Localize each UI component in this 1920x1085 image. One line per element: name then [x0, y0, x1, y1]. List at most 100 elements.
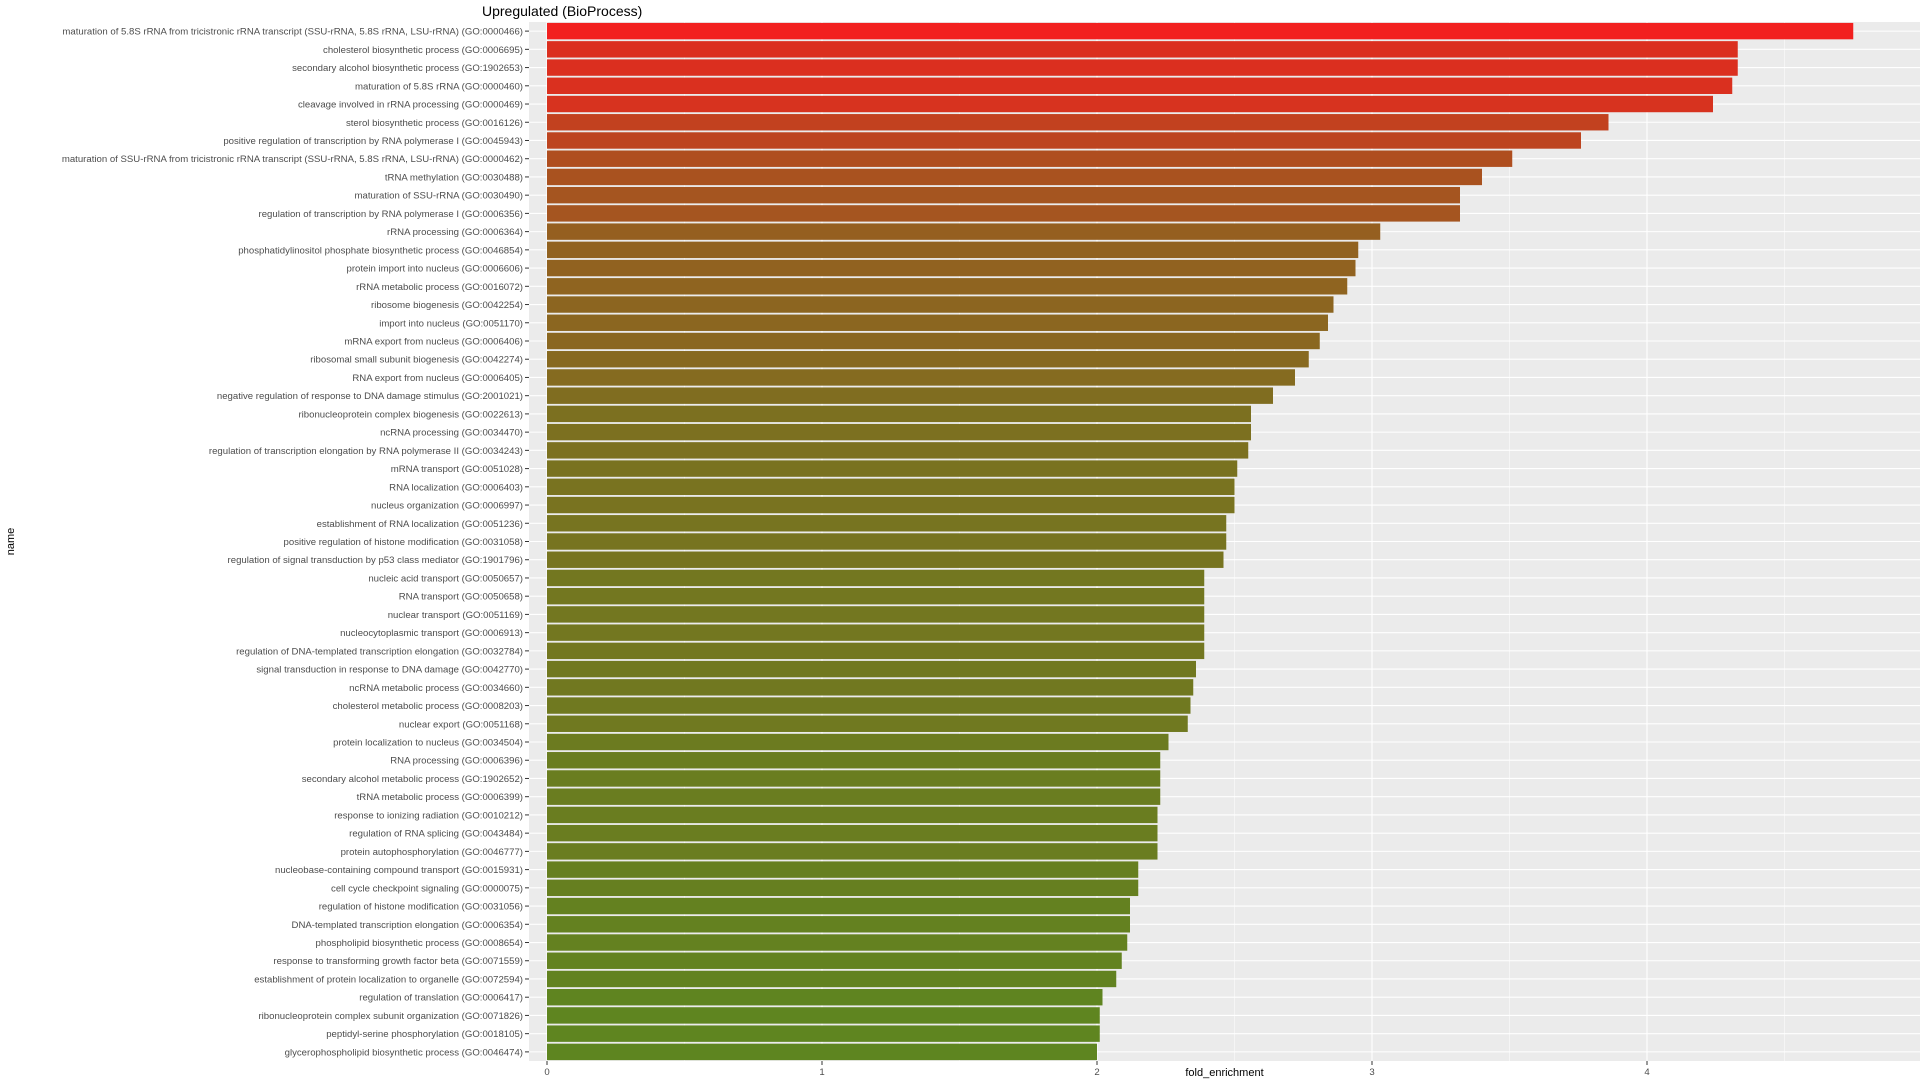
category-label: nuclear transport (GO:0051169)	[388, 610, 523, 621]
bar	[547, 95, 1713, 113]
category-label: phospholipid biosynthetic process (GO:00…	[316, 938, 523, 949]
category-label: regulation of RNA splicing (GO:0043484)	[349, 829, 523, 840]
bar	[547, 569, 1205, 587]
category-label: mRNA transport (GO:0051028)	[391, 464, 523, 475]
x-tick-label: 1	[819, 1067, 824, 1078]
bar	[547, 624, 1205, 641]
x-tick-label: 0	[544, 1067, 549, 1078]
category-label: nucleic acid transport (GO:0050657)	[368, 573, 523, 584]
category-label: ribosome biogenesis (GO:0042254)	[371, 300, 523, 311]
bar	[547, 460, 1238, 477]
bar	[547, 405, 1251, 423]
bar	[547, 551, 1224, 568]
x-tick-label: 3	[1369, 1067, 1374, 1078]
category-label: mRNA export from nucleus (GO:0006406)	[344, 336, 523, 347]
bar	[547, 369, 1295, 386]
bar	[547, 223, 1381, 240]
bar	[547, 114, 1609, 131]
category-label: import into nucleus (GO:0051170)	[379, 318, 523, 329]
category-label: peptidyl-serine phosphorylation (GO:0018…	[326, 1029, 523, 1040]
bar	[547, 642, 1205, 660]
category-label: protein localization to nucleus (GO:0034…	[333, 738, 523, 749]
y-axis-title: name	[5, 528, 17, 556]
bar	[547, 387, 1273, 404]
category-label: RNA export from nucleus (GO:0006405)	[352, 373, 523, 384]
bar	[547, 952, 1122, 969]
bar	[547, 606, 1205, 623]
bar	[547, 788, 1161, 805]
bar	[547, 150, 1513, 167]
bar	[547, 478, 1235, 496]
category-label: secondary alcohol metabolic process (GO:…	[302, 774, 523, 785]
bar	[547, 1025, 1100, 1042]
category-label: response to ionizing radiation (GO:00102…	[334, 810, 523, 821]
bar	[547, 861, 1139, 878]
bar	[547, 278, 1348, 295]
category-label: regulation of translation (GO:0006417)	[359, 993, 523, 1004]
category-label: establishment of protein localization to…	[254, 974, 523, 985]
bar	[547, 59, 1738, 76]
bar	[547, 1007, 1100, 1024]
category-label: maturation of SSU-rRNA from tricistronic…	[62, 154, 523, 165]
bar	[547, 22, 1854, 40]
category-label: maturation of 5.8S rRNA (GO:0000460)	[355, 81, 523, 92]
category-label: maturation of 5.8S rRNA from tricistroni…	[62, 27, 523, 38]
bar	[547, 879, 1139, 897]
bar	[547, 697, 1191, 714]
bar	[547, 1043, 1097, 1061]
category-label: glycerophospholipid biosynthetic process…	[285, 1047, 523, 1058]
bar	[547, 259, 1356, 277]
bar	[547, 660, 1196, 678]
bar	[547, 296, 1334, 313]
category-label: RNA processing (GO:0006396)	[390, 756, 523, 767]
category-label: regulation of transcription elongation b…	[209, 446, 523, 457]
category-label: sterol biosynthetic process (GO:0016126)	[346, 118, 523, 129]
x-tick-label: 4	[1644, 1067, 1650, 1078]
category-label: regulation of histone modification (GO:0…	[319, 902, 523, 913]
bar	[547, 515, 1227, 532]
category-label: cholesterol metabolic process (GO:000820…	[333, 701, 523, 712]
bar	[547, 168, 1482, 186]
bar	[547, 988, 1103, 1006]
category-label: tRNA metabolic process (GO:0006399)	[357, 792, 523, 803]
bar	[547, 752, 1161, 769]
bar	[547, 332, 1320, 350]
category-label: establishment of RNA localization (GO:00…	[317, 519, 523, 530]
category-label: regulation of transcription by RNA polym…	[259, 209, 524, 220]
category-label: rRNA processing (GO:0006364)	[387, 227, 523, 238]
bar	[547, 715, 1188, 732]
bar	[547, 423, 1251, 441]
bar	[547, 934, 1128, 951]
bar	[547, 41, 1738, 58]
category-label: nucleus organization (GO:0006997)	[371, 501, 523, 512]
bar	[547, 186, 1460, 204]
category-label: ncRNA metabolic process (GO:0034660)	[349, 683, 523, 694]
bars	[547, 22, 1854, 1061]
bar	[547, 770, 1161, 787]
category-label: nuclear export (GO:0051168)	[399, 719, 523, 730]
category-label: nucleobase-containing compound transport…	[275, 865, 523, 876]
category-label: nucleocytoplasmic transport (GO:0006913)	[340, 628, 523, 639]
bar	[547, 970, 1117, 988]
category-label: maturation of SSU-rRNA (GO:0030490)	[355, 191, 524, 202]
category-label: regulation of signal transduction by p53…	[228, 555, 523, 566]
bar	[547, 897, 1130, 915]
x-axis-title: fold_enrichment	[1185, 1067, 1263, 1079]
chart-title: Upregulated (BioProcess)	[482, 3, 642, 19]
category-label: secondary alcohol biosynthetic process (…	[292, 63, 523, 74]
bar	[547, 314, 1328, 331]
category-label: phosphatidylinositol phosphate biosynthe…	[238, 245, 523, 256]
category-label: RNA localization (GO:0006403)	[389, 482, 523, 493]
category-label: DNA-templated transcription elongation (…	[292, 920, 523, 931]
category-label: positive regulation of histone modificat…	[284, 537, 523, 548]
category-label: ribosomal small subunit biogenesis (GO:0…	[310, 355, 523, 366]
category-label: cell cycle checkpoint signaling (GO:0000…	[331, 883, 523, 894]
category-label: RNA transport (GO:0050658)	[399, 592, 523, 603]
category-labels: maturation of 5.8S rRNA from tricistroni…	[62, 27, 529, 1058]
category-label: ribonucleoprotein complex biogenesis (GO…	[298, 409, 523, 420]
bar	[547, 205, 1460, 222]
bar	[547, 132, 1581, 149]
bar	[547, 843, 1158, 860]
